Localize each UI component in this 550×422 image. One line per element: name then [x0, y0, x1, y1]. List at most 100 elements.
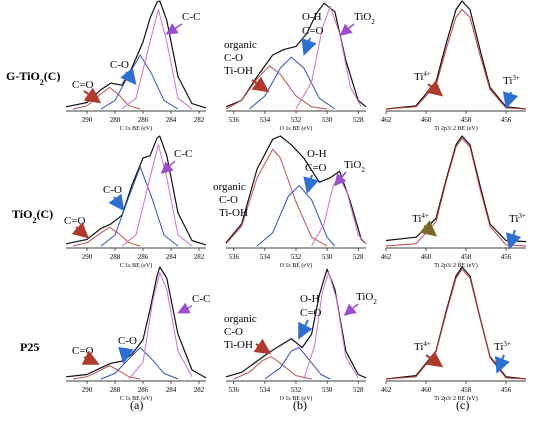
annotation-c-o-dbl-b: C=O [305, 162, 327, 174]
envelope-line [225, 135, 367, 245]
x-tick-label: 290 [82, 386, 93, 394]
annotation-organic: organic [213, 181, 246, 193]
arrow-o-h [298, 319, 313, 340]
component-line-c-o [72, 86, 141, 110]
annotation-c-o: C-O [103, 184, 122, 196]
arrow-ti3 [502, 91, 519, 109]
annotation-ti3: Ti3+ [509, 212, 526, 225]
annotation-o-h: O-H [302, 11, 322, 23]
annotation-c-c: C-C [174, 148, 192, 160]
component-line-ti4- [385, 137, 527, 247]
panel-label-b: (b) [293, 398, 307, 412]
x-tick-label: 534 [260, 116, 271, 124]
annotation-ti4: Ti4+ [414, 70, 431, 83]
x-axis-label: O 1s BE (eV) [280, 395, 313, 402]
component-line-c-o [72, 226, 141, 247]
annotation-c-o-b: C-O [224, 52, 243, 64]
row-label-p25: P25 [20, 340, 39, 354]
arrow-co-dbl [83, 87, 102, 104]
envelope-line [65, 266, 207, 379]
x-tick-label: 288 [110, 386, 121, 394]
arrow-co-dbl [71, 222, 89, 239]
x-axis-label: O 1s BE (eV) [280, 262, 313, 269]
arrow-ti3 [495, 354, 510, 374]
arrow-tio2 [334, 171, 347, 187]
x-tick-label: 290 [82, 116, 93, 124]
annotation-c-o-dbl-b: C=O [300, 307, 322, 319]
x-tick-label: 282 [194, 253, 205, 261]
x-tick-label: 460 [421, 116, 432, 124]
component-line-c-c [128, 272, 193, 380]
x-tick-label: 460 [421, 386, 432, 394]
annotation-c-c: C-C [192, 293, 210, 305]
annotation-co-dbl: C=O [64, 215, 86, 227]
arrow-c-o [108, 193, 125, 212]
annotation-co-dbl: C=O [72, 79, 94, 91]
x-tick-label: 284 [166, 253, 177, 261]
annotation-tio2: TiO2 [354, 11, 375, 26]
x-tick-label: 534 [260, 253, 271, 261]
row-label-tio2c: TiO2(C) [12, 207, 53, 225]
x-axis-label: C 1s BE (eV) [120, 395, 153, 402]
annotation-c-o-dbl-b: C=O [302, 25, 324, 37]
annotation-ti4: Ti4+ [414, 340, 431, 353]
arrow-organic [253, 338, 272, 355]
arrow-ti4 [425, 351, 444, 368]
x-tick-label: 284 [166, 386, 177, 394]
annotation-o-h: O-H [307, 148, 327, 160]
x-tick-label: 456 [501, 253, 512, 261]
row-label-g-tio2c: G-TiO2(C) [6, 69, 60, 87]
annotation-tio2: TiO2 [356, 291, 377, 306]
row1-annotations: C=O C-O C-C organic C-O Ti-OH O-H C=O Ti… [72, 11, 520, 109]
component-line-tio2 [311, 177, 367, 247]
x-tick-label: 458 [461, 116, 472, 124]
annotation-ti-oh: Ti-OH [224, 65, 253, 77]
x-tick-label: 528 [353, 253, 364, 261]
component-line-ti4- [385, 9, 527, 110]
x-axis-label: C 1s BE (eV) [120, 262, 153, 269]
annotation-organic: organic [224, 313, 257, 325]
envelope-line [65, 135, 207, 246]
arrow-ti4 [425, 80, 444, 97]
chart-c-row1: 462 460 458 456 Ti 2p3/ 2 BE (eV) [381, 0, 527, 132]
arrow-o-h [301, 37, 317, 56]
chart-a-row3: 290 288 286 284 282 C 1s BE (eV) [65, 266, 207, 402]
x-tick-label: 536 [229, 253, 240, 261]
arrow-ti3 [505, 229, 522, 250]
x-tick-label: 528 [353, 386, 364, 394]
envelope-line [385, 135, 527, 243]
x-tick-label: 290 [82, 253, 93, 261]
x-tick-label: 286 [138, 116, 149, 124]
envelope-line [225, 268, 367, 379]
panel-label-a: (a) [130, 398, 143, 412]
x-tick-label: 284 [166, 116, 177, 124]
component-line-c-o [100, 347, 179, 380]
chart-a-row1: 290 288 286 284 282 C 1s BE (eV) [65, 0, 207, 132]
component-line-c-o [100, 54, 179, 110]
annotation-co-dbl: C=O [72, 345, 94, 357]
arrow-co-dbl [81, 350, 100, 365]
chart-b-row2: 536 534 532 530 528 O 1s BE (eV) [225, 135, 367, 269]
x-tick-label: 286 [138, 253, 149, 261]
x-tick-label: 530 [322, 253, 333, 261]
panel-label-c: (c) [456, 398, 469, 412]
annotation-ti-oh: Ti-OH [224, 339, 253, 351]
component-line-organic-c-o-ti-oh [225, 65, 328, 110]
x-tick-label: 288 [110, 253, 121, 261]
x-axis-label: Ti 2p3/ 2 BE (eV) [434, 262, 477, 269]
x-tick-label: 458 [461, 253, 472, 261]
annotation-c-o: C-O [110, 59, 129, 71]
annotation-ti-oh: Ti-OH [219, 207, 248, 219]
annotation-ti4: Ti4+ [412, 212, 429, 225]
x-tick-label: 288 [110, 116, 121, 124]
x-tick-label: 286 [138, 386, 149, 394]
x-tick-label: 530 [322, 116, 333, 124]
annotation-tio2: TiO2 [344, 159, 365, 174]
chart-b-row3: 536 534 532 530 528 O 1s BE (eV) [225, 268, 367, 402]
x-axis-label: Ti 2p3/ 2 BE (eV) [434, 395, 477, 402]
arrow-c-c [177, 302, 193, 314]
component-line-tio2 [303, 272, 359, 380]
arrow-c-o [118, 346, 134, 364]
